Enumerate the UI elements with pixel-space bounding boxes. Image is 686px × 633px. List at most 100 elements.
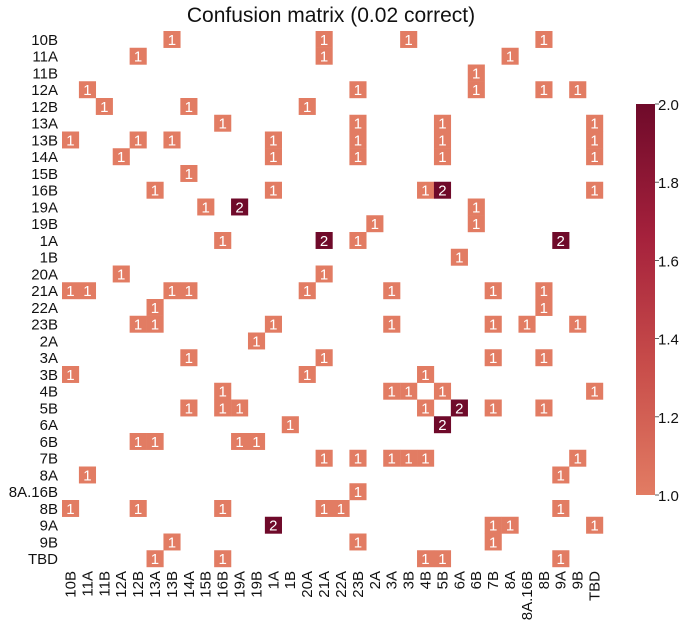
cell-value-label: 1 [489, 400, 497, 417]
heatmap-cell [433, 131, 452, 149]
cell-value-label: 2 [455, 400, 463, 417]
cell-value-label: 2 [438, 183, 446, 200]
heatmap-cell [518, 315, 536, 333]
heatmap-cell [552, 500, 570, 517]
cell-value-label: 1 [252, 333, 260, 350]
x-tick-label: 9B [570, 571, 587, 589]
y-tick-labels: 10B11A11B12A12B13A13B14A15B16B19A19B1A1B… [9, 32, 58, 568]
x-tick-label: 2A [367, 571, 384, 589]
chart-title: Confusion matrix (0.02 correct) [187, 4, 475, 27]
cell-value-label: 1 [573, 451, 581, 468]
heatmap-cell [129, 131, 147, 149]
cell-value-label: 1 [269, 149, 277, 166]
heatmap-cell [535, 31, 553, 48]
heatmap-cell [315, 265, 333, 283]
cell-value-label: 1 [354, 149, 362, 166]
cell-value-label: 1 [134, 132, 142, 149]
y-tick-label: 6A [40, 417, 58, 434]
y-tick-label: 21A [31, 283, 58, 300]
cell-value-label: 1 [185, 400, 193, 417]
colorbar-tick-label: 1.2 [658, 410, 679, 427]
cell-value-label: 1 [117, 149, 125, 166]
cell-value-label: 1 [354, 82, 362, 99]
cell-value-label: 1 [438, 116, 446, 133]
x-tick-label: 8B [536, 571, 553, 589]
cell-value-label: 2 [557, 233, 565, 250]
x-tick-label: 12B [130, 571, 147, 598]
cell-value-label: 2 [269, 518, 277, 535]
heatmap-cell [247, 332, 266, 350]
heatmap-cell [535, 81, 553, 99]
cell-value-label: 1 [387, 317, 395, 334]
cell-value-label: 1 [320, 451, 328, 468]
heatmap-cell [112, 148, 130, 166]
heatmap-cell [163, 131, 181, 149]
colorbar-tick-label: 1.6 [658, 253, 679, 270]
heatmap-cell [315, 232, 333, 249]
cell-value-label: 1 [134, 434, 142, 451]
cell-value-label: 1 [421, 183, 429, 200]
x-tick-label: 12A [113, 571, 130, 598]
heatmap-cell [180, 399, 198, 417]
cell-value-label: 1 [404, 32, 412, 49]
cell-value-label: 1 [472, 216, 480, 233]
cell-value-label: 1 [83, 283, 91, 300]
heatmap-cell [231, 399, 249, 417]
heatmap-cell [62, 500, 80, 517]
y-tick-label: 11B [32, 65, 58, 82]
cell-value-label: 1 [557, 501, 565, 518]
cell-value-label: 1 [66, 501, 74, 518]
y-tick-label: 22A [31, 300, 58, 317]
cell-value-label: 1 [168, 534, 176, 551]
cell-value-label: 1 [354, 484, 362, 501]
heatmap-cell [62, 282, 80, 300]
heatmap-cell [535, 299, 553, 316]
x-tick-label: 11B [96, 571, 113, 597]
y-tick-label: 7B [40, 451, 58, 468]
cell-value-label: 1 [185, 166, 193, 183]
cell-value-label: 1 [540, 300, 548, 317]
cell-value-label: 1 [168, 32, 176, 49]
colorbar-tick-label: 2.0 [658, 97, 679, 114]
heatmap-cell [433, 382, 452, 400]
cell-value-label: 1 [320, 350, 328, 367]
heatmap-cell [129, 315, 147, 333]
x-tick-label: 21A [316, 571, 333, 598]
heatmap-cell [298, 98, 316, 115]
cell-value-label: 1 [303, 367, 311, 384]
heatmap-cell [214, 500, 232, 517]
cell-value-label: 1 [269, 183, 277, 200]
y-tick-label: 9B [40, 534, 58, 551]
cell-value-label: 1 [337, 501, 345, 518]
cell-value-label: 1 [540, 32, 548, 49]
x-tick-label: 19B [248, 571, 265, 598]
y-tick-label: 8A.16B [9, 484, 58, 501]
x-tick-label: 3A [384, 571, 401, 589]
y-tick-label: 12B [31, 99, 58, 116]
heatmap-cell [315, 31, 333, 48]
heatmap-cell [586, 114, 604, 132]
cell-value-label: 1 [371, 216, 379, 233]
cell-value-label: 1 [506, 49, 514, 66]
heatmap-cell [146, 181, 164, 199]
heatmap-cell [62, 366, 80, 383]
x-tick-label: 7B [485, 571, 502, 589]
y-tick-label: 4B [40, 384, 58, 401]
cell-value-label: 1 [269, 132, 277, 149]
heatmap-cell [383, 449, 401, 467]
heatmap-cell [383, 315, 401, 333]
y-tick-label: 3B [40, 367, 58, 384]
heatmap-cell [180, 165, 198, 182]
cell-value-label: 1 [66, 367, 74, 384]
y-tick-label: 3A [40, 350, 58, 367]
heatmap-cell [450, 399, 468, 417]
cell-value-label: 1 [218, 551, 226, 568]
x-tick-label: 8A.16B [519, 571, 536, 620]
heatmap-cell [163, 31, 181, 48]
y-tick-label: 10B [31, 32, 58, 49]
x-tick-label: 13A [147, 571, 164, 598]
colorbar-ticks: 1.0 1.2 1.4 1.6 1.8 2.0 [655, 97, 679, 505]
cell-value-label: 1 [354, 132, 362, 149]
heatmap-cell [501, 47, 519, 65]
y-tick-label: 12A [31, 82, 58, 99]
